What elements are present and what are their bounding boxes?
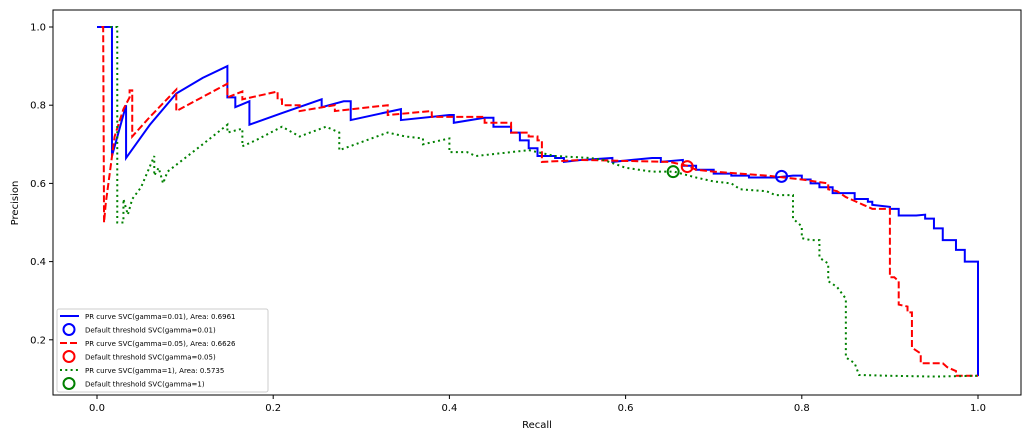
- default-threshold-marker-1: [680, 160, 694, 174]
- legend-label: PR curve SVC(gamma=0.05), Area: 0.6626: [85, 340, 236, 348]
- y-tick-label: 1.0: [30, 23, 46, 34]
- x-tick-label: 0.6: [618, 403, 634, 414]
- x-tick-label: 0.0: [89, 403, 105, 414]
- legend: PR curve SVC(gamma=0.01), Area: 0.6961 De…: [56, 308, 269, 393]
- legend-marker-swatch: [62, 350, 76, 363]
- y-tick-label: 0.6: [30, 179, 46, 190]
- legend-label: PR curve SVC(gamma=1), Area: 0.5735: [85, 367, 224, 375]
- x-tick-label: 1.0: [970, 403, 986, 414]
- default-threshold-marker-2: [666, 165, 680, 179]
- legend-label: Default threshold SVC(gamma=1): [85, 381, 205, 389]
- x-axis-label: Recall: [522, 420, 552, 431]
- legend-box: [56, 308, 269, 393]
- x-tick-label: 0.4: [441, 403, 457, 414]
- y-tick-label: 0.8: [30, 101, 46, 112]
- pr-curve-series-1: [101, 26, 978, 377]
- x-tick-label: 0.8: [794, 403, 810, 414]
- legend-marker-swatch: [62, 377, 76, 390]
- y-tick-label: 0.2: [30, 335, 46, 346]
- y-tick-label: 0.4: [30, 257, 46, 268]
- y-axis-label: Precision: [10, 181, 21, 226]
- pr-curve-series-0: [97, 26, 979, 377]
- x-tick-label: 0.2: [265, 403, 281, 414]
- default-threshold-marker-0: [775, 169, 789, 183]
- legend-marker-swatch: [62, 323, 76, 336]
- pr-curve-series-2: [110, 26, 979, 378]
- legend-label: Default threshold SVC(gamma=0.01): [85, 327, 216, 335]
- legend-label: PR curve SVC(gamma=0.01), Area: 0.6961: [85, 313, 235, 321]
- legend-label: Default threshold SVC(gamma=0.05): [85, 354, 216, 362]
